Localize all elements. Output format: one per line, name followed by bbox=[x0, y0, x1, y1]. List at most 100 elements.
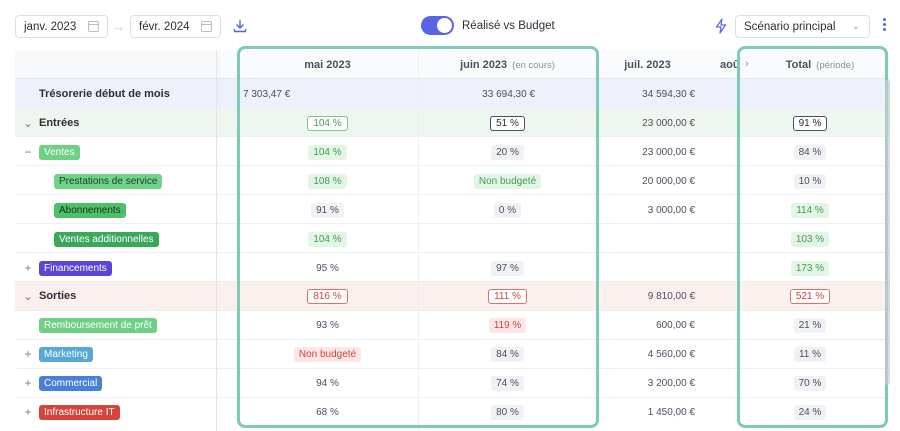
expand-icon[interactable]: + bbox=[24, 376, 32, 390]
row-label-entrees: Entrées bbox=[39, 117, 80, 129]
frozen-column-divider bbox=[216, 50, 217, 431]
cell-prestations-total: 10 % bbox=[750, 174, 870, 189]
cell-prestations-juil: 20 000,00 € bbox=[642, 176, 695, 187]
cell-prestations-mai: 108 % bbox=[255, 174, 400, 189]
cell-treso-juin: 33 694,30 € bbox=[482, 89, 535, 100]
vertical-scrollbar[interactable] bbox=[885, 80, 890, 385]
cell-prestations-juin: Non budgeté bbox=[430, 174, 585, 189]
column-header-aout[interactable]: aoû bbox=[720, 59, 740, 71]
cell-financements-juin: 97 % bbox=[430, 261, 585, 276]
column-header-juil[interactable]: juil. 2023 bbox=[624, 59, 671, 71]
category-tag-infrastructure[interactable]: Infrastructure IT bbox=[39, 405, 120, 420]
cell-financements-total: 173 % bbox=[750, 261, 870, 276]
table-row-prestations[interactable] bbox=[15, 166, 890, 195]
cell-remboursement-mai: 93 % bbox=[316, 320, 339, 331]
cell-infra-total: 24 % bbox=[750, 405, 870, 420]
expand-icon[interactable]: + bbox=[24, 261, 32, 275]
download-icon[interactable] bbox=[233, 19, 247, 33]
category-tag-remboursement[interactable]: Remboursement de prêt bbox=[39, 318, 157, 333]
table-row-marketing[interactable] bbox=[15, 340, 890, 369]
category-tag-marketing[interactable]: Marketing bbox=[39, 347, 93, 362]
toolbar: janv. 2023 → févr. 2024 Réalisé vs Budge… bbox=[0, 0, 900, 50]
cell-sorties-mai: 816 % bbox=[255, 289, 400, 304]
cell-sorties-juin: 111 % bbox=[430, 289, 585, 304]
column-header-juin[interactable]: juin 2023 (en cours) bbox=[460, 59, 555, 71]
scenario-select[interactable]: Scénario principal ⌄ bbox=[735, 15, 870, 38]
category-tag-ventes-additionnelles[interactable]: Ventes additionnelles bbox=[54, 232, 159, 247]
cell-ventes-mai: 104 % bbox=[255, 145, 400, 160]
cell-ventes-add-mai: 104 % bbox=[255, 232, 400, 247]
cell-remboursement-juin: 119 % bbox=[430, 318, 585, 333]
end-date-value: févr. 2024 bbox=[139, 20, 190, 33]
table-row-tresorerie bbox=[15, 79, 890, 108]
table-row-financements[interactable] bbox=[15, 253, 890, 282]
category-tag-abonnements[interactable]: Abonnements bbox=[54, 203, 126, 218]
cell-infra-juil: 1 450,00 € bbox=[647, 407, 695, 418]
cell-entrees-mai: 104 % bbox=[255, 116, 400, 131]
collapse-icon[interactable]: − bbox=[24, 145, 32, 159]
cell-financements-mai: 95 % bbox=[316, 263, 339, 274]
cell-commercial-mai: 94 % bbox=[316, 378, 339, 389]
calendar-icon bbox=[201, 21, 212, 32]
cell-remboursement-total: 21 % bbox=[750, 318, 870, 333]
cell-marketing-juil: 4 560,00 € bbox=[647, 349, 695, 360]
start-date-value: janv. 2023 bbox=[24, 20, 77, 33]
toggle-label: Réalisé vs Budget bbox=[462, 20, 555, 32]
column-divider bbox=[418, 50, 419, 431]
column-header-total[interactable]: Total (période) bbox=[785, 59, 855, 71]
table-row-remboursement[interactable] bbox=[15, 311, 890, 340]
cell-marketing-juin: 84 % bbox=[430, 347, 585, 362]
cell-marketing-mai: Non budgeté bbox=[255, 347, 400, 362]
arrow-right-icon: → bbox=[112, 19, 125, 34]
lightning-icon[interactable] bbox=[714, 18, 728, 34]
table-row-commercial[interactable] bbox=[15, 369, 890, 398]
end-date-picker[interactable]: févr. 2024 bbox=[130, 15, 221, 38]
scenario-value: Scénario principal bbox=[744, 20, 836, 33]
chevron-down-icon[interactable]: ⌄ bbox=[23, 289, 34, 303]
cell-entrees-juil: 23 000,00 € bbox=[642, 118, 695, 129]
table-row-ventes-additionnelles[interactable] bbox=[15, 224, 890, 253]
cell-abonnements-total: 114 % bbox=[750, 203, 870, 218]
cell-ventes-juin: 20 % bbox=[430, 145, 585, 160]
calendar-icon bbox=[88, 21, 99, 32]
cell-entrees-juin: 51 % bbox=[430, 116, 585, 131]
cell-ventes-add-total: 103 % bbox=[750, 232, 870, 247]
cell-ventes-juil: 23 000,00 € bbox=[642, 147, 695, 158]
chevron-down-icon[interactable]: ⌄ bbox=[23, 116, 34, 130]
start-date-picker[interactable]: janv. 2023 bbox=[15, 15, 108, 38]
category-tag-prestations[interactable]: Prestations de service bbox=[54, 174, 163, 189]
cell-commercial-juin: 74 % bbox=[430, 376, 585, 391]
cell-treso-juil: 34 594,30 € bbox=[642, 89, 695, 100]
cell-commercial-juil: 3 200,00 € bbox=[647, 378, 695, 389]
more-options-icon[interactable] bbox=[880, 17, 888, 35]
cell-ventes-total: 84 % bbox=[750, 145, 870, 160]
table-header-first-cell bbox=[15, 50, 217, 79]
cell-abonnements-juil: 3 000,00 € bbox=[647, 205, 695, 216]
cell-marketing-total: 11 % bbox=[750, 347, 870, 362]
cell-entrees-total: 91 % bbox=[750, 116, 870, 131]
cell-sorties-total: 521 % bbox=[750, 289, 870, 304]
chevron-right-icon[interactable]: › bbox=[745, 58, 749, 70]
cell-infra-mai: 68 % bbox=[316, 407, 339, 418]
table-row-entrees[interactable] bbox=[15, 108, 890, 137]
table-row-abonnements[interactable] bbox=[15, 195, 890, 224]
category-tag-financements[interactable]: Financements bbox=[39, 261, 112, 276]
cell-abonnements-mai: 91 % bbox=[255, 203, 400, 218]
row-label-sorties: Sorties bbox=[39, 290, 77, 302]
table-row-sorties[interactable] bbox=[15, 282, 890, 311]
expand-icon[interactable]: + bbox=[24, 405, 32, 419]
category-tag-ventes[interactable]: Ventes bbox=[39, 145, 80, 160]
table-row-ventes[interactable] bbox=[15, 137, 890, 166]
chevron-down-icon: ⌄ bbox=[851, 21, 860, 32]
cell-abonnements-juin: 0 % bbox=[430, 203, 585, 218]
column-header-mai[interactable]: mai 2023 bbox=[304, 59, 351, 71]
cell-commercial-total: 70 % bbox=[750, 376, 870, 391]
row-label-tresorerie: Trésorerie début de mois bbox=[39, 88, 170, 100]
category-tag-commercial[interactable]: Commercial bbox=[39, 376, 103, 391]
cell-infra-juin: 80 % bbox=[430, 405, 585, 420]
cell-treso-mai: 7 303,47 € bbox=[243, 89, 291, 100]
expand-icon[interactable]: + bbox=[24, 347, 32, 361]
cell-sorties-juil: 9 810,00 € bbox=[647, 291, 695, 302]
realise-vs-budget-toggle[interactable] bbox=[421, 16, 454, 35]
cell-remboursement-juil: 600,00 € bbox=[656, 320, 695, 331]
